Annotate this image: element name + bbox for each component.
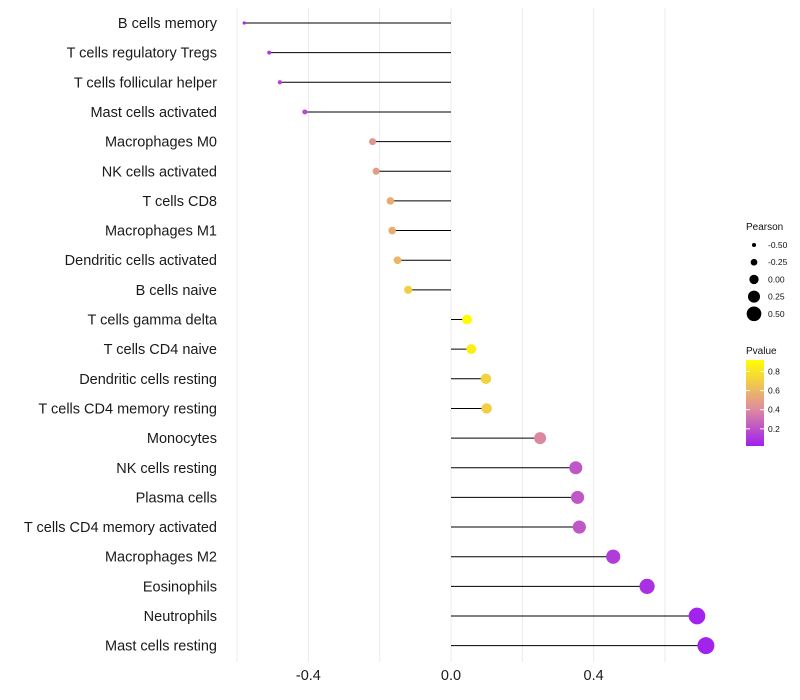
legend-size-label: 0.25 [768, 292, 785, 302]
data-point [572, 520, 586, 534]
legend-size-label: -0.25 [768, 257, 788, 267]
category-label: Eosinophils [143, 579, 217, 595]
legend-size-dot [750, 258, 758, 266]
data-point [466, 344, 477, 355]
data-point [462, 314, 472, 325]
data-point [639, 578, 655, 594]
data-point [393, 256, 402, 265]
category-label: T cells CD4 memory resting [38, 401, 217, 417]
legend-size-dot [746, 306, 762, 322]
category-label: Macrophages M1 [105, 224, 217, 240]
data-point [372, 167, 380, 175]
category-label: NK cells activated [102, 164, 217, 180]
x-tick-label: -0.4 [296, 668, 321, 684]
category-label: Dendritic cells activated [65, 253, 217, 269]
data-point [688, 607, 706, 625]
data-point [606, 549, 621, 564]
category-label: B cells memory [118, 16, 218, 32]
legend-pvalue-label: 0.6 [768, 386, 780, 396]
category-label: NK cells resting [116, 461, 217, 477]
data-point [242, 21, 246, 25]
legend-pvalue-title: Pvalue [746, 346, 777, 357]
data-point [481, 403, 492, 414]
category-label: T cells regulatory Tregs [67, 46, 217, 62]
legend-size-dot [751, 242, 757, 248]
pvalue-colorbar [746, 360, 764, 446]
category-label: T cells CD4 naive [104, 342, 217, 358]
category-label: Dendritic cells resting [79, 372, 217, 388]
data-point [534, 432, 547, 445]
data-point [404, 285, 413, 294]
legend-pvalue-label: 0.2 [768, 424, 780, 434]
legend-pvalue: Pvalue 0.8 0.6 0.4 0.2 [746, 346, 780, 446]
data-point [267, 50, 272, 55]
legend-pvalue-label: 0.8 [768, 366, 780, 376]
legend-size-label: 0.50 [768, 309, 785, 319]
points [242, 21, 715, 655]
category-label: Monocytes [147, 431, 217, 447]
legend-size-label: -0.50 [768, 240, 788, 250]
legend-size-dot [747, 290, 761, 303]
legend-size-label: 0.00 [768, 274, 785, 284]
category-label: Plasma cells [136, 490, 217, 506]
data-point [369, 138, 377, 146]
category-label: T cells gamma delta [88, 313, 218, 329]
legend-pvalue-label: 0.4 [768, 405, 780, 415]
data-point [480, 373, 492, 384]
category-label: T cells follicular helper [74, 75, 217, 91]
data-point [569, 461, 583, 475]
data-point [277, 80, 283, 85]
category-label: B cells naive [136, 283, 217, 299]
data-point [388, 226, 396, 235]
data-point [386, 197, 395, 205]
x-tick-label: 0.0 [441, 668, 461, 684]
category-label: T cells CD8 [142, 194, 217, 210]
x-axis-ticks: -0.4 0.0 0.4 [296, 668, 604, 684]
category-label: Mast cells resting [105, 639, 217, 655]
category-labels: B cells memory T cells regulatory Tregs T … [24, 16, 218, 655]
category-label: Macrophages M2 [105, 550, 217, 566]
stems [244, 22, 706, 647]
data-point [697, 637, 715, 655]
category-label: Macrophages M0 [105, 135, 217, 151]
category-label: Mast cells activated [90, 105, 217, 121]
data-point [302, 109, 308, 115]
x-tick-label: 0.4 [584, 668, 604, 684]
category-label: Neutrophils [144, 609, 217, 625]
data-point [570, 490, 585, 504]
legend-pearson: Pearson -0.50 -0.25 0.00 0.25 0.50 [746, 222, 788, 322]
category-label: T cells CD4 memory activated [24, 520, 217, 536]
gridlines [236, 8, 666, 662]
legend-pearson-title: Pearson [746, 222, 783, 233]
legend-size-dot [749, 274, 759, 285]
